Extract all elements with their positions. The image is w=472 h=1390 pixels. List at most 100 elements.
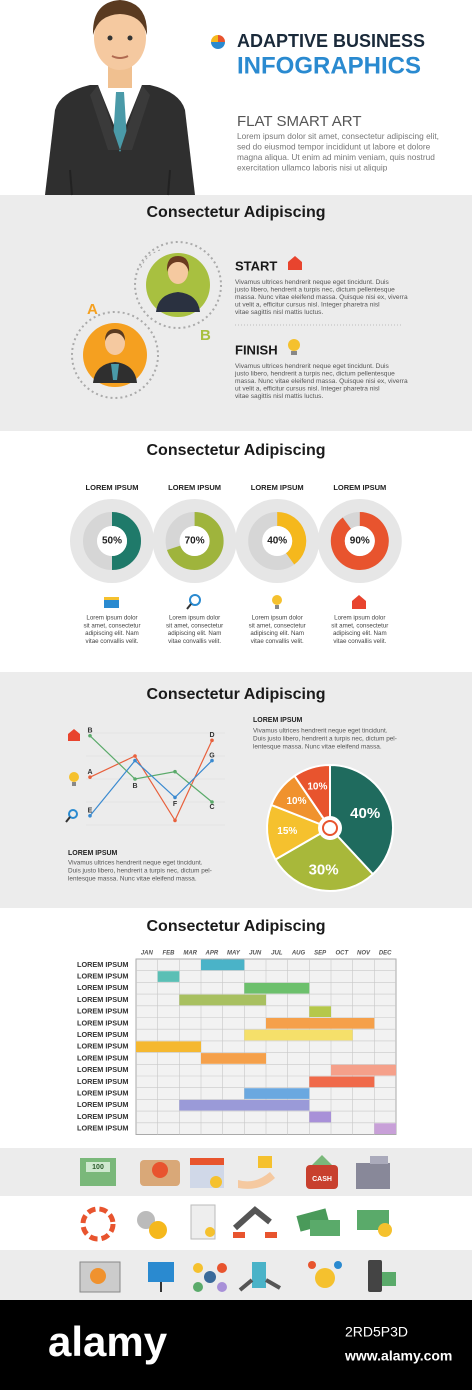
section-title: Consectetur Adipiscing [147, 918, 326, 935]
footer-brand: alamy [48, 1318, 168, 1365]
icon-rows [79, 1155, 396, 1293]
icon-row-bg [0, 1148, 472, 1196]
text-body: lentesque massa. Nunc vitae eleifend mas… [68, 875, 197, 882]
month-label: DEC [379, 951, 392, 957]
text-body: Vivamus ultrices hendrerit neque eget ti… [253, 728, 388, 735]
gantt-bar [244, 1088, 310, 1099]
donut-label: LOREM IPSUM [86, 483, 139, 492]
icon-row-bg [0, 1250, 472, 1300]
donut-text: Lorem ipsum dolor [252, 615, 303, 622]
icon-text: 100 [92, 1164, 104, 1171]
month-label: JAN [141, 951, 154, 957]
pie-label: 30% [309, 861, 339, 878]
header-subtitle: FLAT SMART ART [237, 113, 361, 130]
logo [211, 35, 225, 49]
donut-arc [330, 512, 389, 570]
text-heading: LOREM IPSUM [68, 850, 118, 857]
row-label: LOREM IPSUM [77, 1053, 128, 1062]
donut-center [179, 526, 210, 556]
step-text: massa. Nunc vitae eleifend massa. Quisqu… [235, 294, 408, 301]
donut-text: sit amet, consectetur [166, 622, 223, 629]
donut-text: sit amet, consectetur [331, 622, 388, 629]
donut-arc [167, 512, 224, 570]
section-bg [0, 672, 472, 908]
line-point [210, 800, 214, 804]
header-paragraph: magna aliqua. Ut enim ad minim veniam, q… [237, 152, 435, 162]
donut-text: adipiscing elit. Nam [250, 630, 304, 637]
businessman [45, 0, 195, 196]
footer-url: www.alamy.com [344, 1348, 452, 1364]
gantt-bar [309, 1006, 331, 1017]
row-label: LOREM IPSUM [77, 1042, 128, 1051]
icon-text: CASH [312, 1176, 332, 1183]
donut-text: sit amet, consectetur [249, 622, 306, 629]
pie-slice [274, 826, 375, 892]
donut-center [262, 526, 293, 556]
donut-text: sit amet, consectetur [83, 622, 140, 629]
donut-value: 90% [350, 536, 370, 547]
start-finish-illustration [71, 241, 402, 399]
month-label: FEB [163, 951, 176, 957]
donut-value: 40% [267, 536, 287, 547]
line-point [173, 795, 177, 800]
point-label: E [88, 808, 93, 815]
point-label: D [209, 732, 214, 739]
pie-label: 10% [286, 796, 306, 807]
gantt-bar [309, 1076, 375, 1088]
header-paragraph: exercitation ullamco laboris nisi ut ali… [237, 163, 388, 173]
step-title: FINISH [235, 342, 278, 357]
donut-text: Lorem ipsum dolor [334, 615, 385, 622]
pie-slice [266, 803, 333, 861]
donut-text: vitae convallis velit. [86, 638, 139, 645]
pie-slice [293, 763, 331, 832]
step-text: massa. Nunc vitae eleifend massa. Quisqu… [235, 378, 408, 385]
line-point [173, 818, 177, 823]
donut-center [344, 526, 375, 556]
line-chart-icons [65, 729, 80, 823]
line-series [89, 735, 213, 803]
section-title: Consectetur Adipiscing [147, 442, 326, 459]
point-label: G [209, 752, 215, 759]
donut-text: adipiscing elit. Nam [333, 630, 387, 637]
month-label: JUL [271, 951, 283, 957]
row-label: LOREM IPSUM [77, 1124, 128, 1133]
point-label: B [87, 728, 92, 735]
gantt-bar [179, 994, 266, 1006]
line-point [173, 769, 177, 774]
gantt-bar [374, 1123, 396, 1134]
donut-text: Lorem ipsum dolor [86, 615, 137, 622]
row-label: LOREM IPSUM [77, 983, 128, 992]
row-label: LOREM IPSUM [77, 1077, 128, 1086]
gantt-bar [244, 982, 310, 994]
donut-text: vitae convallis velit. [168, 638, 221, 645]
label-a: A [87, 301, 98, 318]
donut-text: adipiscing elit. Nam [85, 630, 139, 637]
gantt-bar [201, 959, 245, 971]
row-label: LOREM IPSUM [77, 995, 128, 1004]
line-point [88, 775, 92, 779]
gantt-bar [136, 1041, 201, 1053]
row-label: LOREM IPSUM [77, 1030, 128, 1039]
header-paragraph: sed do eiusmod tempor incididunt ut labo… [237, 142, 431, 152]
line-series [89, 759, 213, 817]
gantt-bar [157, 971, 180, 982]
donut-value: 70% [185, 536, 205, 547]
text-heading: LOREM IPSUM [253, 717, 303, 724]
row-label: LOREM IPSUM [77, 1100, 128, 1109]
row-label: LOREM IPSUM [77, 971, 128, 980]
pie-label: 15% [277, 826, 297, 837]
line-point [133, 777, 137, 781]
header-title: ADAPTIVE BUSINESS [237, 31, 425, 51]
step-text: justo libero, hendrerit a turpis nec, di… [234, 286, 395, 293]
donut-icons [104, 594, 366, 610]
line-series [89, 740, 213, 822]
line-point [210, 738, 214, 743]
donut-text: vitae convallis velit. [333, 638, 386, 645]
pie-center [318, 816, 342, 840]
step-text: justo libero, hendrerit a turpis nec, di… [234, 370, 395, 377]
month-label: MAY [227, 951, 241, 957]
label-b: B [200, 327, 211, 344]
donut-text: adipiscing elit. Nam [168, 630, 222, 637]
point-label: B [132, 783, 137, 790]
